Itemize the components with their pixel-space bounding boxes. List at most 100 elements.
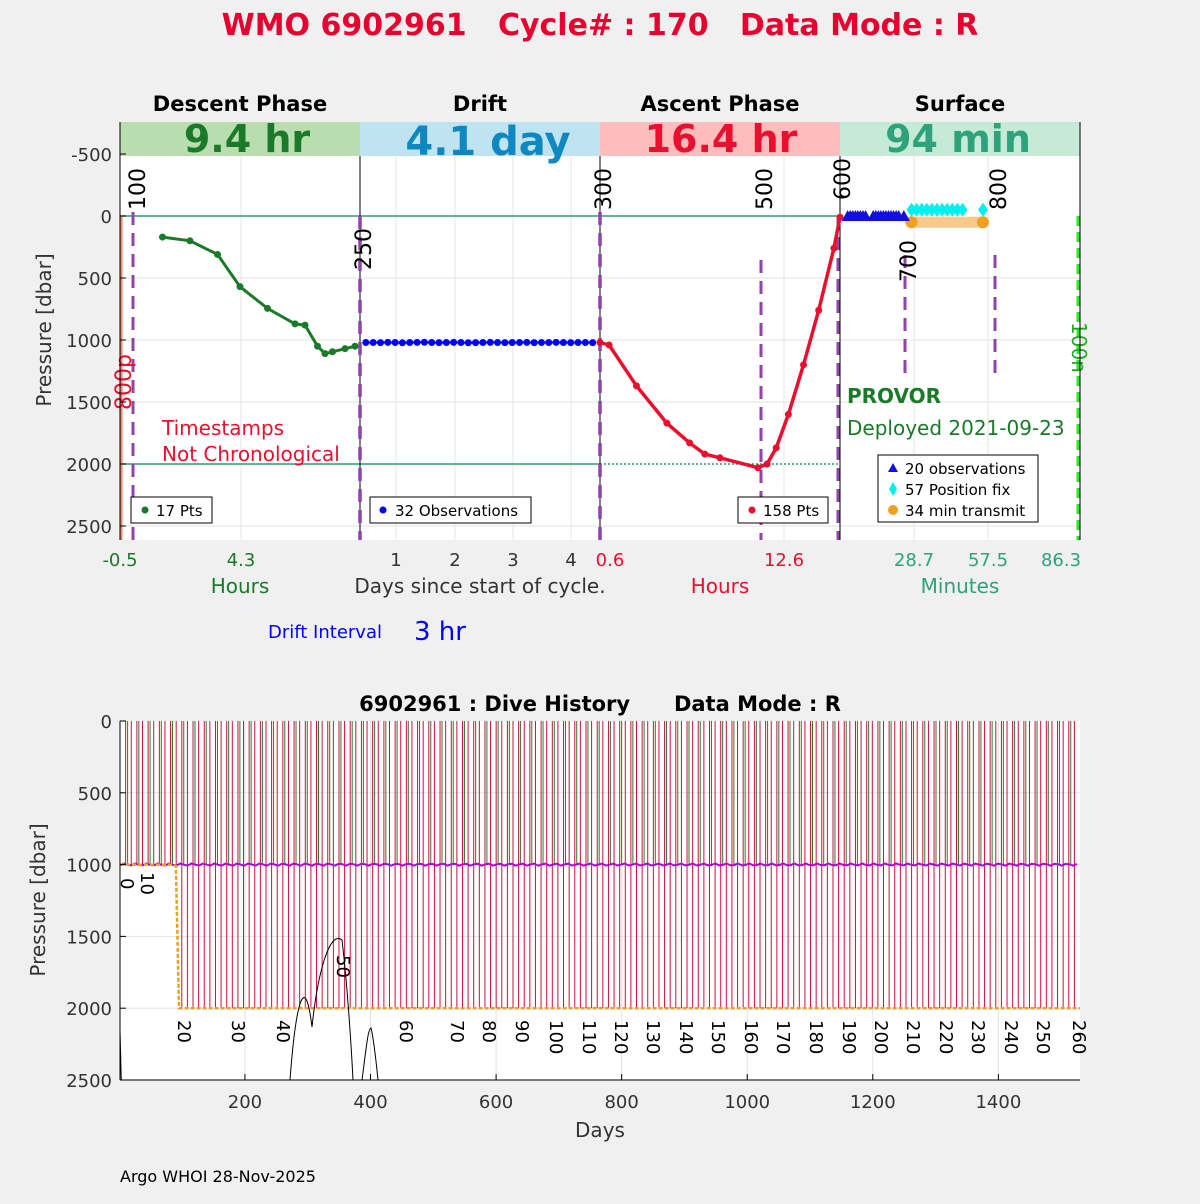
transmit-point (976, 216, 989, 229)
drift-point (508, 338, 516, 346)
cycle-label: 110 (578, 1020, 599, 1054)
descent-xtick-0: -0.5 (102, 550, 137, 571)
drift-point (442, 338, 450, 346)
grounding-curve-mid (289, 937, 354, 1081)
surface-xtick-0: 28.7 (894, 550, 934, 571)
marker-label-600: 600 (831, 158, 856, 200)
phase-title-surface: Surface (915, 92, 1005, 116)
profile-depth-line (120, 863, 1080, 1010)
dive-x-tick-label: 800 (604, 1092, 638, 1113)
descent-point (301, 321, 309, 329)
drift-interval-value: 3 hr (414, 617, 466, 647)
surface-xtick-1: 57.5 (968, 550, 1008, 571)
cycle-label: 260 (1068, 1020, 1089, 1054)
timestamps-note-line1: Timestamps (161, 416, 284, 440)
drift-point (406, 338, 414, 346)
surface-legend-transmit: 34 min transmit (905, 502, 1025, 520)
drift-point (450, 338, 458, 346)
drift-point (501, 339, 509, 347)
ascent-point (605, 341, 613, 349)
descent-point (351, 342, 359, 350)
drift-point (369, 338, 377, 346)
drift-point (486, 338, 494, 346)
descent-point (321, 350, 329, 358)
descent-duration-band (120, 122, 360, 156)
surface-legend-circle (888, 505, 898, 515)
phase-title-drift: Drift (453, 92, 507, 116)
marker-label-800: 800 (987, 168, 1012, 210)
cycle-label: 60 (395, 1020, 416, 1043)
cycle-label: 230 (967, 1020, 988, 1054)
ascent-legend-marker (748, 506, 756, 514)
surface-legend-observations: 20 observations (905, 460, 1026, 478)
descent-axes (120, 122, 360, 540)
dive-history-x-ticks: 200 400 600 800 1000 1200 1400 (228, 1074, 1021, 1113)
drift-point (398, 339, 406, 347)
ascent-point (632, 382, 640, 390)
descent-point (341, 345, 349, 353)
cycle-label: 220 (935, 1020, 956, 1054)
dive-x-tick-label: 1000 (724, 1092, 770, 1113)
drift-pressure-obs (119, 862, 1078, 867)
position-fix (937, 202, 948, 217)
position-fix (957, 202, 968, 217)
ascent-point (830, 244, 838, 252)
position-fix (916, 202, 927, 217)
drift-point (516, 338, 524, 346)
drift-point (559, 338, 567, 346)
cycle-label: 100 (545, 1020, 566, 1054)
descent-duration: 9.4 hr (184, 117, 311, 161)
cycle-label: 40 (272, 1020, 293, 1043)
ascent-axes (600, 122, 840, 540)
cycle-label: 200 (870, 1020, 891, 1054)
drift-point (567, 339, 575, 347)
descent-point (186, 237, 194, 245)
dive-y-tick-label: 500 (78, 784, 112, 805)
drift-point (464, 339, 472, 347)
drift-xtick-1: 2 (449, 550, 460, 571)
label-800p: 800p (112, 354, 137, 410)
surface-observation (897, 210, 910, 221)
cycle-label: 210 (902, 1020, 923, 1054)
ascent-xtick-0: 0.6 (596, 550, 625, 571)
drift-point (428, 338, 436, 346)
descent-point (236, 283, 244, 291)
drift-point (391, 338, 399, 346)
cycle-label: 250 (1032, 1020, 1053, 1054)
ascent-point (716, 454, 724, 462)
float-type: PROVOR (847, 384, 941, 408)
ascent-point (800, 361, 808, 369)
drift-point (552, 338, 560, 346)
cycle-label: 120 (610, 1020, 631, 1054)
drift-xtick-0: 1 (390, 550, 401, 571)
dive-y-tick-label: 0 (101, 712, 112, 733)
timestamps-note-line2: Not Chronological (162, 442, 340, 466)
ascent-legend: 158 Pts (737, 496, 829, 524)
dive-history-y-label: Pressure [dbar] (26, 823, 50, 976)
ascent-point (596, 338, 604, 346)
descent-legend-label: 17 Pts (156, 502, 203, 520)
cycle-label: 70 (446, 1020, 467, 1043)
footer-credit: Argo WHOI 28-Nov-2025 (120, 1167, 316, 1186)
dive-history-y-ticks: 0 500 1000 1500 2000 2500 (66, 712, 126, 1092)
surface-xtick-2: 86.3 (1041, 550, 1081, 571)
ascent-duration-band (600, 122, 840, 156)
dive-x-tick-label: 600 (479, 1092, 513, 1113)
drift-point (457, 338, 465, 346)
cycle-label: 10 (136, 872, 157, 895)
cycle-phases-panel: Descent Phase Drift Ascent Phase Surface… (32, 92, 1091, 647)
ascent-point (763, 460, 771, 468)
drift-point (362, 338, 370, 346)
drift-point (545, 338, 553, 346)
grounding-curve-end (361, 1027, 379, 1081)
ascent-point (815, 306, 823, 314)
cycle-label: 130 (642, 1020, 663, 1054)
drift-legend-marker (379, 506, 387, 514)
dive-history-x-label: Days (575, 1118, 625, 1142)
descent-point (214, 250, 221, 258)
ascent-point (836, 213, 844, 221)
surface-observation (859, 210, 872, 221)
ascent-xtick-1: 12.6 (764, 550, 804, 571)
ascent-xlabel: Hours (691, 574, 750, 598)
surface-legend: 20 observations 57 Position fix 34 min t… (877, 454, 1039, 523)
